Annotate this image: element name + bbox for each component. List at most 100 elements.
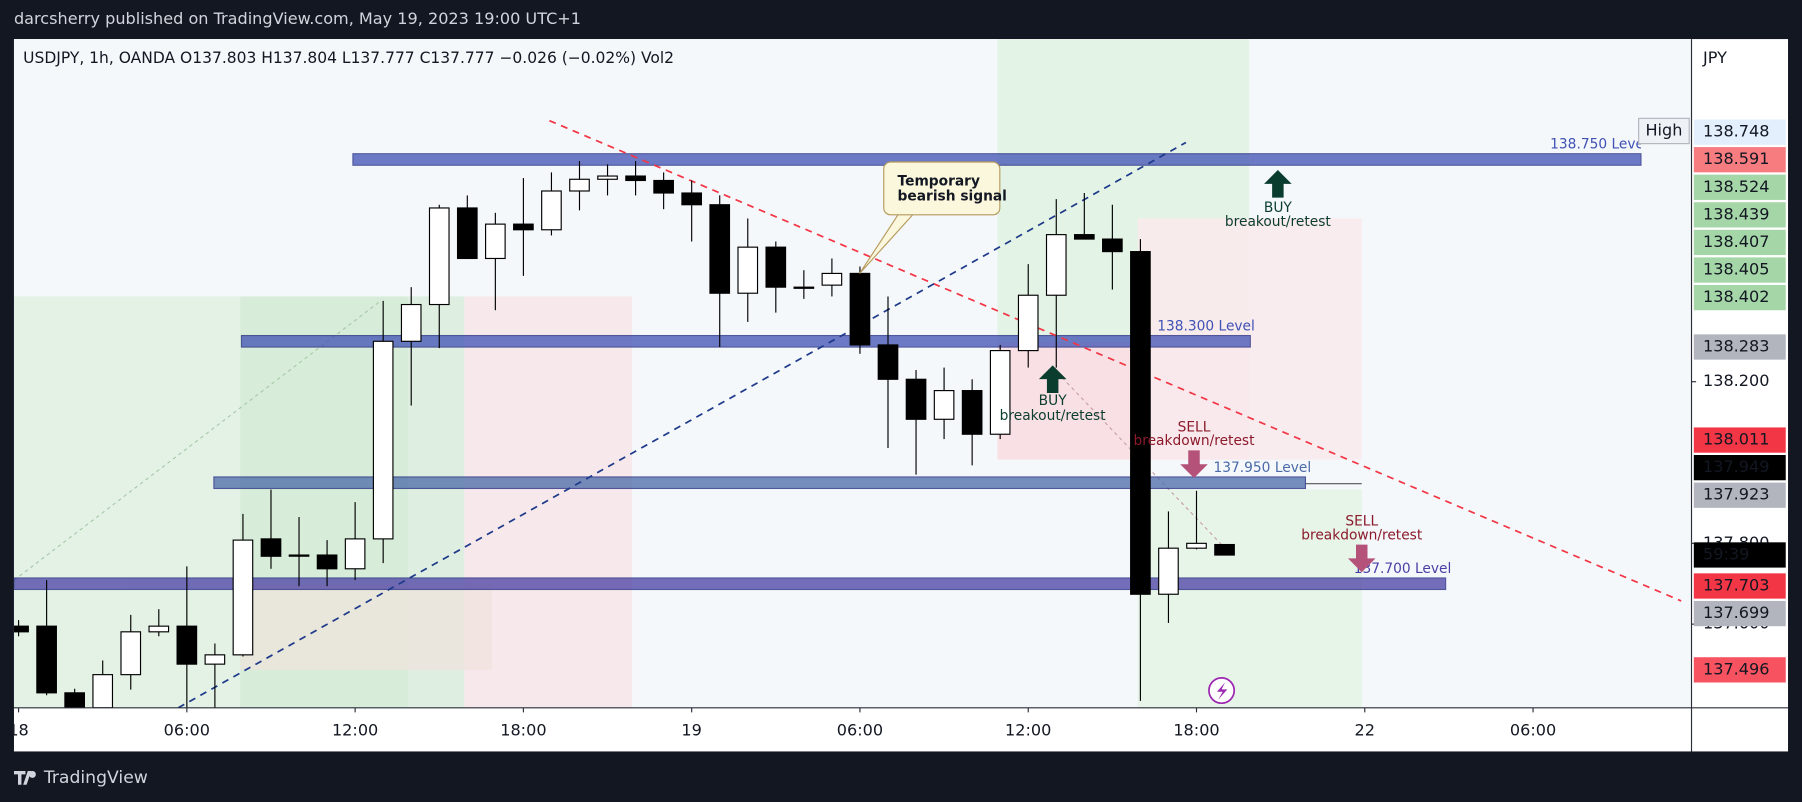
level-band [213,476,1307,490]
candle-body [905,378,927,420]
trend-lines [177,119,1682,708]
y-tick-label: 138.200 [1703,371,1770,390]
x-tick-label: 06:00 [164,720,210,739]
candle-body [933,390,955,420]
candle-body [1214,543,1235,556]
candle-body [1045,234,1067,296]
candle-body [597,175,618,180]
price-tag-label: 138.524 [1703,177,1770,196]
candle-body [877,344,899,380]
candle-body [709,204,731,294]
position-box [240,583,492,670]
buy-arrow [1038,365,1067,393]
candle-body [681,192,703,206]
candle-body [989,350,1011,435]
candle-body [428,207,450,306]
level-label: 138.300 Level [1157,318,1255,334]
candle-body [541,190,562,231]
x-tick-label: 12:00 [332,720,378,739]
candle-body [260,538,282,557]
buy-label: BUY [1264,200,1293,216]
level-label: 137.950 Level [1214,460,1312,476]
currency: JPY [1702,48,1727,67]
price-tag [1693,573,1786,599]
x-tick-label: 12 [1691,720,1711,739]
price-tag-label: 138.439 [1703,204,1770,223]
x-tick-label: 18:00 [500,720,546,739]
guide-line [13,300,381,581]
price-tag-label: 137.949 [1703,457,1770,476]
time-axis: 18 06:00 12:00 18:00 19 06:00 12:00 18:00 22 06:0… [8,707,1711,739]
candle-body [316,554,338,570]
sell-note: breakdown/retest [1301,527,1423,543]
x-tick-label: 06:00 [837,720,883,739]
price-tag [1693,202,1786,228]
candle-body [653,179,674,194]
high-tag [1638,117,1690,145]
annotations: Temporary bearish signal BUY breakout/re… [859,161,1423,705]
price-tag [1693,600,1786,627]
position-box [464,296,633,708]
candle-body [92,674,114,708]
candle-body [1158,547,1179,595]
price-tag-label: 138.407 [1703,232,1770,251]
price-tag-label: 137.496 [1703,659,1770,678]
legend: USDJPY, 1h, OANDA O137.803 H137.804 L137… [23,49,674,67]
buy-note: breakout/retest [1000,408,1107,424]
candle-body [1130,251,1151,595]
candle-body [765,246,787,288]
candle-body [204,654,226,665]
callout-text: bearish signal [898,188,1007,204]
candle-body [821,272,843,286]
price-tag [1693,427,1786,453]
price-tag-label: 137.703 [1703,575,1770,594]
callout [883,161,1001,216]
sell-label: SELL [1345,514,1378,530]
x-tick-label: 18 [8,720,28,739]
position-box [1137,489,1362,708]
price-tag [1693,229,1786,256]
candle-body [737,246,759,294]
countdown-tag [1693,542,1786,568]
x-tick-label: 12:00 [1005,720,1051,739]
plot [13,39,1362,708]
level-band [240,334,1251,348]
candle-body [849,272,871,346]
price-tag-label: 138.591 [1703,149,1770,168]
countdown: 59:39 [1703,544,1749,563]
price-tag-label: 137.923 [1703,485,1770,504]
price-tag [1693,174,1786,200]
publisher: darcsherry published on TradingView.com,… [14,9,581,28]
candle-body [232,539,254,656]
candle-body [569,178,590,192]
candle-body [513,223,534,231]
candle-body [1017,294,1039,352]
candle-body [344,538,366,570]
candle-body [372,340,394,540]
candle-body [36,625,57,694]
sell-arrow [1180,450,1208,478]
candle-body [120,631,142,676]
candle-body [1102,238,1123,253]
price-tag [1693,284,1786,311]
candle-body [961,390,983,435]
price-tag [1693,455,1786,481]
candle-body [1073,234,1095,240]
candle-body [1186,542,1207,549]
candle-body [176,625,198,665]
price-tag [1693,482,1786,508]
price-tag [1693,257,1786,283]
x-tick-label: 18:00 [1173,720,1219,739]
levels: 138.750 Level 138.300 Level 137.950 Level 1… [13,137,1648,591]
brand-name: TradingView [43,768,148,788]
candle-body [13,625,29,633]
price-axis: 137.600137.800138.200High138.748138.5911… [1638,117,1786,683]
candle-body [456,207,478,260]
level-band [13,577,1447,591]
price-tag-label: 137.699 [1703,603,1770,622]
x-tick-label: 19 [681,720,701,739]
price-tag-label: 138.405 [1703,260,1770,279]
sell-note: breakdown/retest [1133,433,1255,449]
level-label: 138.750 Level [1550,137,1648,153]
